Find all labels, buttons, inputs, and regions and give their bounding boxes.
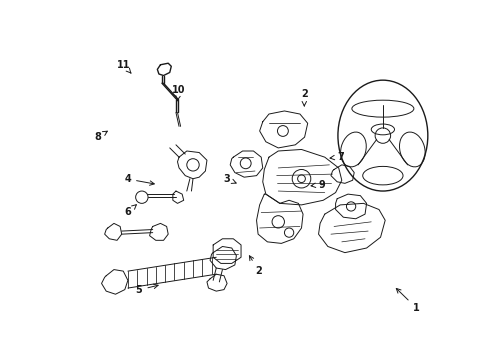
Text: 2: 2 bbox=[249, 256, 262, 275]
Text: 2: 2 bbox=[301, 90, 308, 106]
Text: 1: 1 bbox=[396, 288, 420, 313]
Text: 7: 7 bbox=[330, 152, 344, 162]
Text: 8: 8 bbox=[94, 131, 107, 143]
Text: 5: 5 bbox=[136, 284, 158, 295]
Text: 9: 9 bbox=[311, 180, 325, 190]
Text: 11: 11 bbox=[117, 60, 131, 73]
Text: 3: 3 bbox=[223, 174, 236, 184]
Text: 6: 6 bbox=[124, 204, 136, 217]
Text: 4: 4 bbox=[124, 174, 154, 185]
Text: 10: 10 bbox=[172, 85, 186, 101]
